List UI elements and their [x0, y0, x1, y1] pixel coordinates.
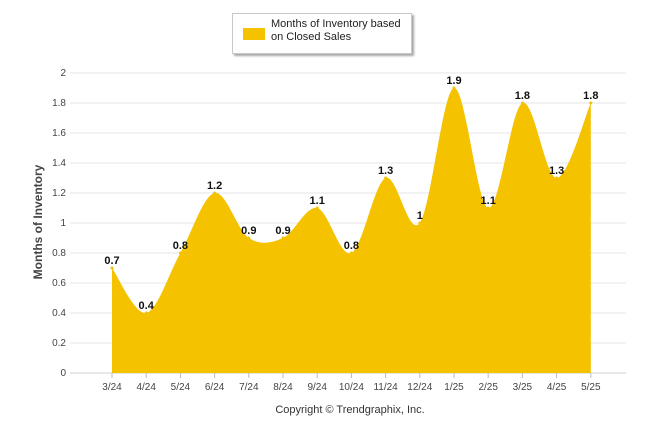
data-label: 1.8 — [515, 90, 530, 102]
legend-label: Months of Inventory based on Closed Sale… — [271, 18, 401, 43]
data-label: 1.8 — [583, 90, 598, 102]
data-point — [589, 101, 593, 105]
data-point — [315, 206, 319, 210]
x-tick-label: 12/24 — [407, 382, 432, 393]
y-tick-label: 0.6 — [52, 278, 66, 289]
data-label: 1.3 — [549, 165, 564, 177]
data-label: 0.9 — [241, 225, 256, 237]
data-point — [486, 206, 490, 210]
data-point — [555, 176, 559, 180]
y-tick-label: 1.8 — [52, 98, 66, 109]
data-point — [144, 311, 148, 315]
area-fill — [112, 87, 591, 373]
data-label: 1.1 — [481, 195, 496, 207]
data-label: 0.4 — [139, 300, 155, 312]
x-tick-label: 9/24 — [307, 382, 327, 393]
y-tick-label: 0.2 — [52, 338, 66, 349]
copyright-footer: Copyright © Trendgraphix, Inc. — [275, 404, 424, 416]
x-axis-ticks: 3/24 4/24 5/24 6/24 7/24 8/24 9/24 10/24 11/24 12… — [102, 373, 601, 393]
data-point — [213, 191, 217, 195]
data-label: 1 — [417, 210, 423, 222]
y-tick-label: 1.4 — [52, 158, 66, 169]
x-tick-label: 7/24 — [239, 382, 259, 393]
data-labels: 0.7 0.4 0.8 1.2 0.9 0.9 1.1 0.8 1.3 1 1.9 1.1 1.8 1.3… — [104, 75, 598, 312]
x-tick-label: 5/24 — [171, 382, 191, 393]
legend: Months of Inventory based on Closed Sale… — [232, 13, 412, 54]
y-tick-label: 1.2 — [52, 188, 66, 199]
y-tick-label: 0.4 — [52, 308, 66, 319]
x-tick-label: 4/24 — [136, 382, 156, 393]
x-tick-label: 4/25 — [547, 382, 567, 393]
data-label: 0.9 — [275, 225, 290, 237]
data-label: 1.1 — [310, 195, 325, 207]
data-point — [384, 176, 388, 180]
data-point — [247, 236, 251, 240]
x-tick-label: 3/24 — [102, 382, 122, 393]
x-tick-label: 8/24 — [273, 382, 293, 393]
data-point — [178, 251, 182, 255]
x-tick-label: 3/25 — [513, 382, 533, 393]
y-axis-label: Months of Inventory — [31, 164, 45, 279]
y-tick-label: 1.6 — [52, 128, 66, 139]
y-axis-ticks: 0 0.2 0.4 0.6 0.8 1 1.2 1.4 1.6 1.8 2 — [52, 68, 66, 379]
area-series — [110, 86, 593, 373]
x-tick-label: 1/25 — [444, 382, 464, 393]
y-tick-label: 0 — [60, 368, 66, 379]
data-label: 0.8 — [173, 240, 188, 252]
data-point — [281, 236, 285, 240]
data-label: 0.8 — [344, 240, 359, 252]
data-point — [110, 266, 114, 270]
data-point — [520, 101, 524, 105]
data-label: 0.7 — [104, 255, 119, 267]
y-tick-label: 0.8 — [52, 248, 66, 259]
x-tick-label: 11/24 — [373, 382, 398, 393]
data-point — [418, 221, 422, 225]
legend-swatch — [243, 28, 265, 40]
x-tick-label: 6/24 — [205, 382, 225, 393]
data-label: 1.3 — [378, 165, 393, 177]
data-label: 1.9 — [446, 75, 461, 87]
y-tick-label: 1 — [60, 218, 66, 229]
y-tick-label: 2 — [60, 68, 66, 79]
data-point — [349, 251, 353, 255]
x-tick-label: 5/25 — [581, 382, 601, 393]
x-tick-label: 10/24 — [339, 382, 364, 393]
data-point — [452, 86, 456, 90]
data-label: 1.2 — [207, 180, 222, 192]
x-tick-label: 2/25 — [478, 382, 498, 393]
